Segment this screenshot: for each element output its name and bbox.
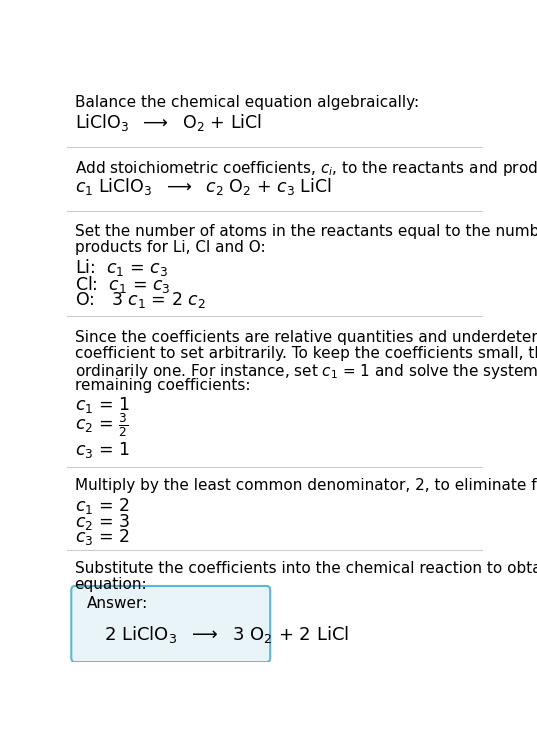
Text: LiClO$_3$  $\longrightarrow$  O$_2$ + LiCl: LiClO$_3$ $\longrightarrow$ O$_2$ + LiCl xyxy=(75,112,262,133)
Text: products for Li, Cl and O:: products for Li, Cl and O: xyxy=(75,240,265,255)
Text: Cl:  $c_1$ = $c_3$: Cl: $c_1$ = $c_3$ xyxy=(75,274,170,295)
Text: $c_2$ = $\frac{3}{2}$: $c_2$ = $\frac{3}{2}$ xyxy=(75,411,128,439)
Text: Substitute the coefficients into the chemical reaction to obtain the balanced: Substitute the coefficients into the che… xyxy=(75,561,537,577)
Text: Set the number of atoms in the reactants equal to the number of atoms in the: Set the number of atoms in the reactants… xyxy=(75,224,537,239)
Text: 2 LiClO$_3$  $\longrightarrow$  3 O$_2$ + 2 LiCl: 2 LiClO$_3$ $\longrightarrow$ 3 O$_2$ + … xyxy=(104,624,349,646)
Text: Multiply by the least common denominator, 2, to eliminate fractional coefficient: Multiply by the least common denominator… xyxy=(75,478,537,493)
Text: Answer:: Answer: xyxy=(87,596,148,611)
FancyBboxPatch shape xyxy=(71,586,270,662)
Text: remaining coefficients:: remaining coefficients: xyxy=(75,378,250,393)
Text: ordinarily one. For instance, set $c_1$ = 1 and solve the system of equations fo: ordinarily one. For instance, set $c_1$ … xyxy=(75,362,537,381)
Text: Since the coefficients are relative quantities and underdetermined, choose a: Since the coefficients are relative quan… xyxy=(75,330,537,344)
Text: coefficient to set arbitrarily. To keep the coefficients small, the arbitrary va: coefficient to set arbitrarily. To keep … xyxy=(75,346,537,361)
Text: $c_1$ = 1: $c_1$ = 1 xyxy=(75,395,129,415)
Text: equation:: equation: xyxy=(75,577,147,592)
Text: $c_2$ = 3: $c_2$ = 3 xyxy=(75,512,129,532)
Text: Balance the chemical equation algebraically:: Balance the chemical equation algebraica… xyxy=(75,95,419,110)
Text: O:   3 $c_1$ = 2 $c_2$: O: 3 $c_1$ = 2 $c_2$ xyxy=(75,290,205,310)
Text: $c_1$ LiClO$_3$  $\longrightarrow$  $c_2$ O$_2$ + $c_3$ LiCl: $c_1$ LiClO$_3$ $\longrightarrow$ $c_2$ … xyxy=(75,176,331,197)
Text: Li:  $c_1$ = $c_3$: Li: $c_1$ = $c_3$ xyxy=(75,257,168,278)
Text: $c_1$ = 2: $c_1$ = 2 xyxy=(75,496,129,516)
Text: $c_3$ = 1: $c_3$ = 1 xyxy=(75,440,129,460)
Text: Add stoichiometric coefficients, $c_i$, to the reactants and products:: Add stoichiometric coefficients, $c_i$, … xyxy=(75,158,537,178)
Text: $c_3$ = 2: $c_3$ = 2 xyxy=(75,527,129,548)
